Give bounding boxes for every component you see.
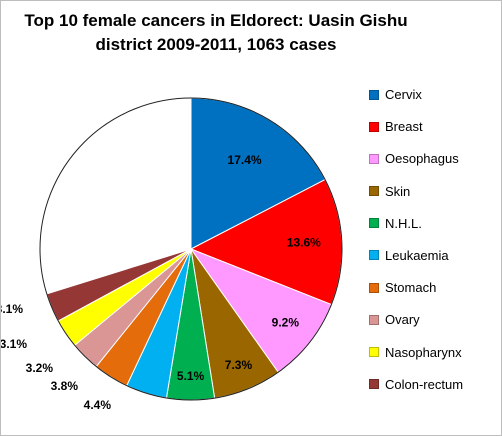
chart-title-line-2: district 2009-2011, 1063 cases — [95, 35, 337, 54]
legend-swatch-nasopharynx — [369, 347, 379, 357]
legend-item-breast: Breast — [369, 117, 463, 136]
data-label-nasopharynx: 3.1% — [1, 337, 27, 351]
legend-swatch-cervix — [369, 89, 379, 100]
legend-label-nasopharynx: Nasopharynx — [385, 344, 462, 360]
legend-swatch-stomach — [369, 282, 379, 293]
legend-label-skin: Skin — [385, 183, 411, 199]
chart-title-line-1: Top 10 female cancers in Eldorect: Uasin… — [24, 11, 408, 30]
legend-swatch-breast — [369, 121, 379, 132]
legend-item-skin: Skin — [369, 182, 463, 201]
legend-item-nasopharynx: Nasopharynx — [369, 343, 463, 362]
legend-swatch-ovary — [369, 314, 379, 325]
legend-swatch-n-h-l- — [369, 218, 379, 229]
data-label-leukaemia: 4.4% — [84, 398, 112, 412]
legend-swatch-oesophagus — [369, 153, 379, 164]
legend-label-cervix: Cervix — [385, 87, 422, 102]
legend-label-colon-rectum: Colon-rectum — [385, 376, 464, 392]
legend-item-leukaemia: Leukaemia — [369, 246, 463, 265]
legend-item-stomach: Stomach — [369, 278, 463, 297]
chart-title: Top 10 female cancers in Eldorect: Uasin… — [1, 9, 431, 57]
data-label-n-h-l-: 5.1% — [177, 369, 205, 383]
pie-slice-remainder — [40, 98, 192, 294]
data-label-colon-rectum: 3.1% — [1, 302, 23, 316]
legend-swatch-skin — [369, 186, 379, 197]
legend-item-cervix: Cervix — [369, 85, 463, 104]
legend-label-breast: Breast — [385, 119, 423, 135]
legend-swatch-leukaemia — [369, 250, 379, 261]
legend-label-stomach: Stomach — [385, 280, 437, 296]
legend-item-n-h-l-: N.H.L. — [369, 214, 463, 233]
data-label-cervix: 17.4% — [228, 153, 262, 167]
chart-legend: Cervix Breast Oesophagus Skin N.H.L. Leukaemi… — [369, 85, 463, 407]
data-label-stomach: 3.8% — [51, 379, 79, 393]
legend-item-colon-rectum: Colon-rectum — [369, 375, 463, 394]
data-label-oesophagus: 9.2% — [272, 315, 300, 329]
legend-item-ovary: Ovary — [369, 310, 463, 329]
legend-label-leukaemia: Leukaemia — [385, 247, 449, 263]
pie-outline — [39, 97, 343, 401]
legend-swatch-colon-rectum — [369, 379, 379, 390]
legend-label-ovary: Ovary — [385, 312, 420, 328]
data-label-ovary: 3.2% — [26, 361, 54, 375]
data-label-skin: 7.3% — [225, 358, 253, 372]
legend-item-oesophagus: Oesophagus — [369, 149, 463, 168]
legend-label-oesophagus: Oesophagus — [385, 151, 459, 167]
data-label-breast: 13.6% — [287, 235, 321, 249]
legend-label-n-h-l-: N.H.L. — [385, 215, 422, 231]
